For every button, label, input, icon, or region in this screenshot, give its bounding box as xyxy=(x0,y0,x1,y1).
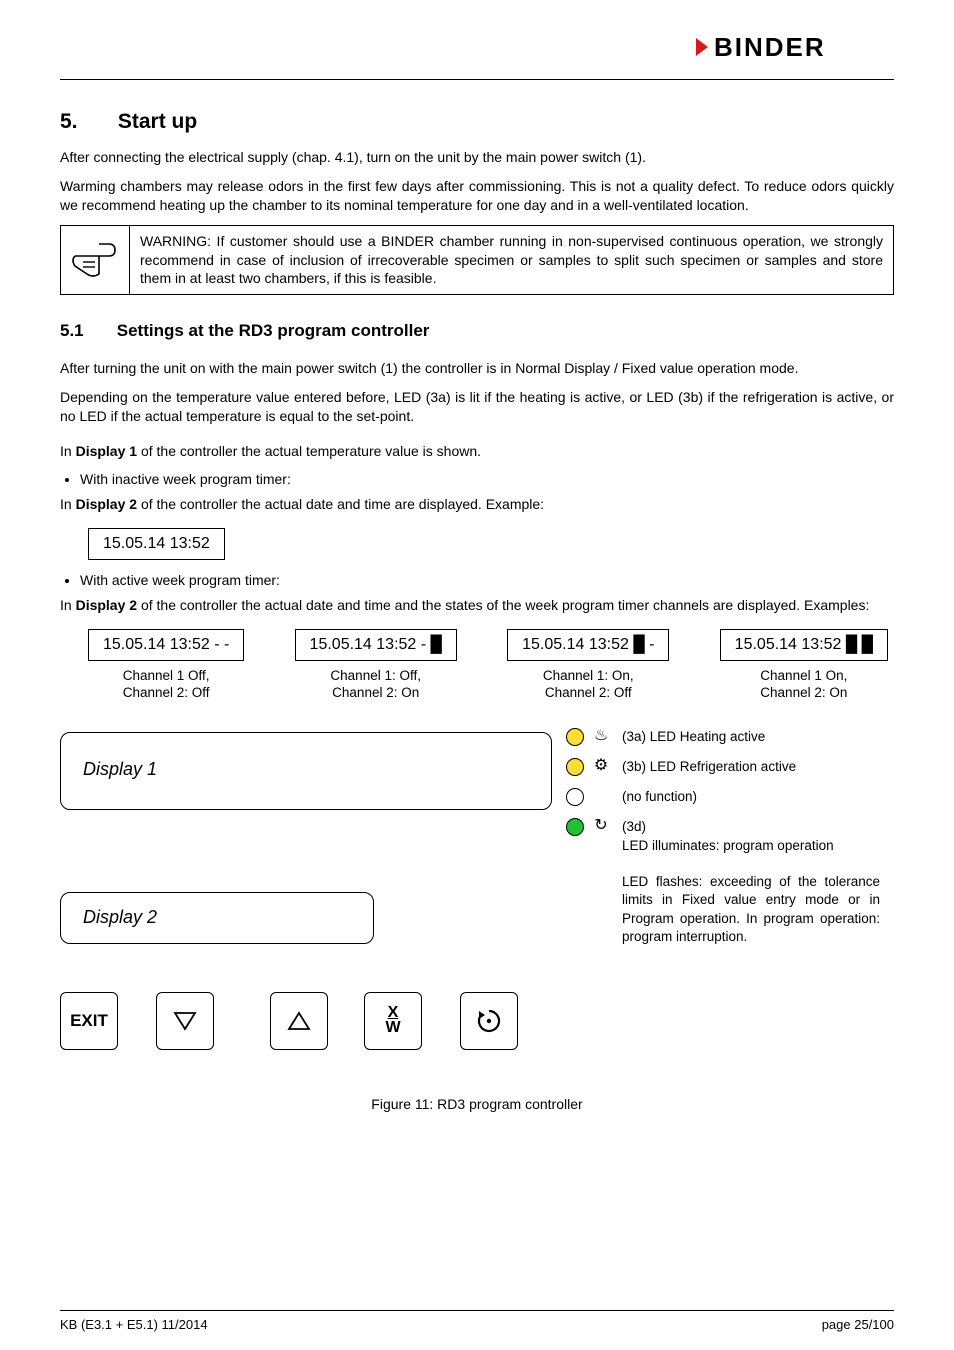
logo-text: BINDER xyxy=(714,32,826,62)
channel-label: Channel 2: Off xyxy=(507,684,669,702)
xw-bottom: W xyxy=(385,1021,400,1035)
heating-icon: ♨ xyxy=(590,728,612,744)
paragraph-5: In Display 1 of the controller the actua… xyxy=(60,442,894,461)
triangle-up-icon xyxy=(285,1007,313,1035)
warning-note-box: WARNING: If customer should use a BINDER… xyxy=(60,225,894,296)
exit-button[interactable]: EXIT xyxy=(60,992,118,1050)
lcd-box: 15.05.14 13:52 █ █ xyxy=(720,629,888,661)
led-nofunc-text: (no function) xyxy=(622,788,880,806)
section-number: 5. xyxy=(60,110,112,134)
hand-point-icon xyxy=(69,236,121,280)
display-1-box: Display 1 xyxy=(60,732,552,810)
footer-right: page 25/100 xyxy=(822,1317,894,1332)
display-2-box: Display 2 xyxy=(60,892,374,944)
lcd-examples-row: 15.05.14 13:52 - - Channel 1 Off, Channe… xyxy=(88,625,888,702)
channel-label: Channel 2: On xyxy=(295,684,457,702)
channel-label: Channel 1 Off, xyxy=(88,667,244,685)
lcd-box: 15.05.14 13:52 - █ xyxy=(295,629,457,661)
led-row-heating: ♨ (3a) LED Heating active xyxy=(566,728,880,746)
figure-caption: Figure 11: RD3 program controller xyxy=(60,1096,894,1112)
xw-button[interactable]: X W xyxy=(364,992,422,1050)
section-heading: 5. Start up xyxy=(60,110,894,134)
rotate-button[interactable] xyxy=(460,992,518,1050)
led-dot-icon xyxy=(566,758,584,776)
display-1-label: Display 1 xyxy=(83,759,157,780)
warning-note-text: WARNING: If customer should use a BINDER… xyxy=(130,225,894,295)
gear-icon: ⚙ xyxy=(590,758,612,774)
lcd-example-3: 15.05.14 13:52 █ - Channel 1: On, Channe… xyxy=(507,625,669,702)
paragraph-7: In Display 2 of the controller the actua… xyxy=(60,596,894,615)
page-footer: KB (E3.1 + E5.1) 11/2014 page 25/100 xyxy=(60,1310,894,1332)
lcd-example-simple: 15.05.14 13:52 xyxy=(88,528,225,560)
channel-label: Channel 1: On, xyxy=(507,667,669,685)
lcd-box: 15.05.14 13:52 █ - xyxy=(507,629,669,661)
paragraph-1: After connecting the electrical supply (… xyxy=(60,148,894,167)
paragraph-3: After turning the unit on with the main … xyxy=(60,359,894,378)
channel-label: Channel 2: Off xyxy=(88,684,244,702)
bullet-inactive-timer: With inactive week program timer: xyxy=(80,471,894,487)
led-row-nofunc: (no function) xyxy=(566,788,880,806)
logo-triangle-icon xyxy=(696,38,708,56)
channel-label: Channel 1: Off, xyxy=(295,667,457,685)
lcd-example-1: 15.05.14 13:52 - - Channel 1 Off, Channe… xyxy=(88,625,244,702)
led-heating-text: (3a) LED Heating active xyxy=(622,728,880,746)
paragraph-4: Depending on the temperature value enter… xyxy=(60,388,894,426)
rotation-icon: ↻ xyxy=(590,818,612,834)
down-button[interactable] xyxy=(156,992,214,1050)
paragraph-6: In Display 2 of the controller the actua… xyxy=(60,495,894,514)
channel-label: Channel 2: On xyxy=(720,684,888,702)
led-row-refrigeration: ⚙ (3b) LED Refrigeration active xyxy=(566,758,880,776)
up-button[interactable] xyxy=(270,992,328,1050)
led-refrigeration-text: (3b) LED Refrigeration active xyxy=(622,758,880,776)
paragraph-2: Warming chambers may release odors in th… xyxy=(60,177,894,215)
display-2-label: Display 2 xyxy=(83,907,157,928)
led-legend: ♨ (3a) LED Heating active ⚙ (3b) LED Ref… xyxy=(566,728,880,958)
section-title: Start up xyxy=(118,110,197,133)
header-rule xyxy=(60,79,894,80)
lcd-box: 15.05.14 13:52 - - xyxy=(88,629,244,661)
brand-logo: BINDER xyxy=(60,30,894,69)
triangle-down-icon xyxy=(171,1007,199,1035)
controller-figure: Display 1 ♨ (3a) LED Heating active ⚙ (3… xyxy=(60,722,880,1082)
led-program-text: (3d) LED illuminates: program operation … xyxy=(622,818,880,946)
led-row-program: ↻ (3d) LED illuminates: program operatio… xyxy=(566,818,880,946)
bullet-active-timer: With active week program timer: xyxy=(80,572,894,588)
lcd-example-4: 15.05.14 13:52 █ █ Channel 1 On, Channel… xyxy=(720,625,888,702)
led-dot-icon xyxy=(566,728,584,746)
note-icon-cell xyxy=(61,225,130,295)
subsection-heading: 5.1 Settings at the RD3 program controll… xyxy=(60,321,894,341)
lcd-example-2: 15.05.14 13:52 - █ Channel 1: Off, Chann… xyxy=(295,625,457,702)
rotate-icon xyxy=(473,1005,505,1037)
subsection-number: 5.1 xyxy=(60,321,112,341)
led-dot-icon xyxy=(566,788,584,806)
subsection-title: Settings at the RD3 program controller xyxy=(117,321,430,340)
led-dot-icon xyxy=(566,818,584,836)
channel-label: Channel 1 On, xyxy=(720,667,888,685)
footer-left: KB (E3.1 + E5.1) 11/2014 xyxy=(60,1317,208,1332)
